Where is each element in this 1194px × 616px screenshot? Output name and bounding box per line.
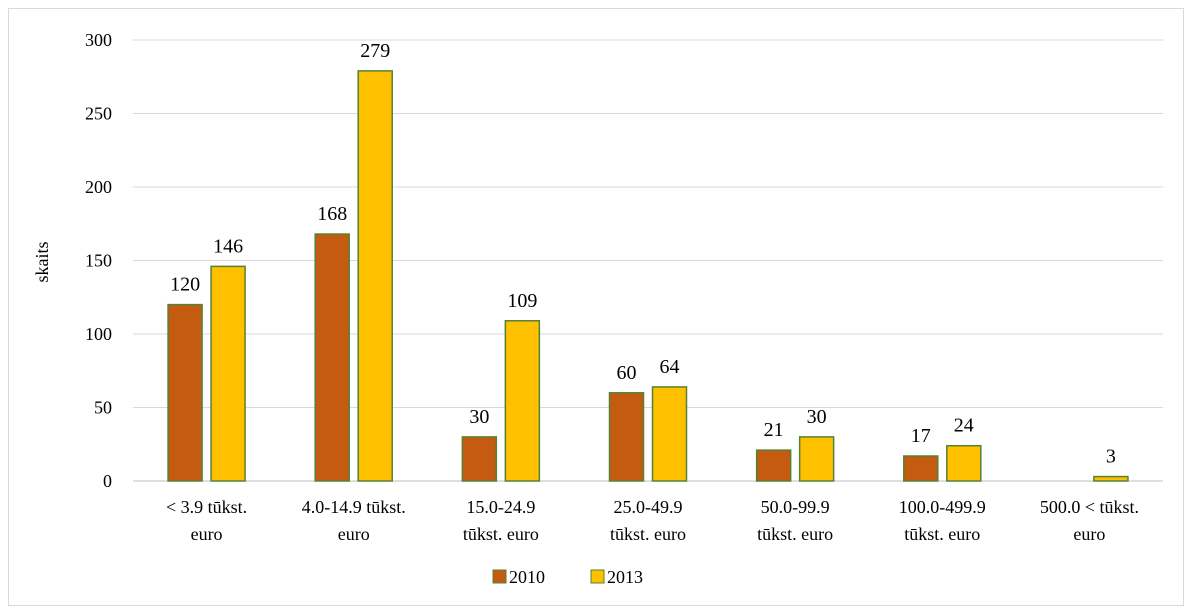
y-tick-label: 50: [94, 398, 112, 418]
legend: 2010 2013: [492, 567, 643, 587]
y-tick-label: 0: [103, 471, 112, 491]
data-label: 146: [213, 235, 243, 257]
data-label: 24: [954, 415, 974, 437]
data-label: 120: [170, 274, 200, 296]
bar-2013: [1093, 475, 1129, 482]
bar-2013: [946, 444, 982, 482]
x-tick-label: tūkst. euro: [610, 524, 686, 544]
y-axis-label: skaits: [32, 241, 52, 282]
legend-label: 2010: [509, 567, 545, 587]
data-label: 64: [660, 356, 680, 378]
legend-label: 2013: [607, 567, 643, 587]
x-tick-label: < 3.9 tūkst.: [166, 497, 247, 517]
x-tick-label: 15.0-24.9: [466, 497, 535, 517]
bar-2013: [504, 320, 541, 482]
bar-2013: [798, 436, 835, 482]
x-tick-label: euro: [191, 524, 223, 544]
bar-2013: [210, 265, 246, 482]
x-tick-label: 50.0-99.9: [761, 497, 830, 517]
legend-swatch-2010: [492, 569, 507, 584]
data-label: 168: [317, 203, 347, 225]
data-label: 279: [360, 40, 390, 62]
x-tick-label: 25.0-49.9: [614, 497, 683, 517]
bar-2010: [461, 436, 498, 482]
gridlines: [133, 39, 1163, 482]
bars: 120 146 168 279 30 109 60 64 21 30 17 24 3: [167, 40, 1129, 482]
bar-2013: [357, 70, 393, 482]
data-label: 109: [507, 290, 537, 312]
y-tick-label: 250: [85, 104, 112, 124]
x-tick-label: tūkst. euro: [463, 524, 539, 544]
data-label: 17: [911, 425, 931, 447]
data-label: 60: [617, 362, 637, 384]
y-axis: 0 50 100 150 200 250 300: [85, 30, 112, 491]
x-tick-label: 500.0 < tūkst.: [1040, 497, 1139, 517]
y-tick-label: 150: [85, 251, 112, 271]
bar-2013: [651, 386, 688, 482]
data-label: 21: [764, 419, 784, 441]
x-axis: < 3.9 tūkst. euro 4.0-14.9 tūkst. euro 15.0-…: [166, 497, 1139, 544]
legend-swatch-2013: [590, 569, 605, 584]
x-tick-label: 4.0-14.9 tūkst.: [302, 497, 406, 517]
x-tick-label: 100.0-499.9: [899, 497, 986, 517]
chart-frame: [8, 8, 1184, 606]
bar-2010: [608, 392, 645, 482]
x-tick-label: tūkst. euro: [904, 524, 980, 544]
bar-2010: [314, 233, 350, 482]
bar-2010: [903, 455, 939, 482]
data-label: 30: [807, 406, 827, 428]
bar-2010: [167, 303, 203, 482]
x-tick-label: euro: [338, 524, 370, 544]
y-tick-label: 200: [85, 177, 112, 197]
bar-2010: [755, 449, 792, 482]
x-tick-label: euro: [1073, 524, 1105, 544]
y-tick-label: 300: [85, 30, 112, 50]
x-tick-label: tūkst. euro: [757, 524, 833, 544]
data-label: 3: [1106, 446, 1116, 468]
data-label: 30: [469, 406, 489, 428]
y-tick-label: 100: [85, 324, 112, 344]
